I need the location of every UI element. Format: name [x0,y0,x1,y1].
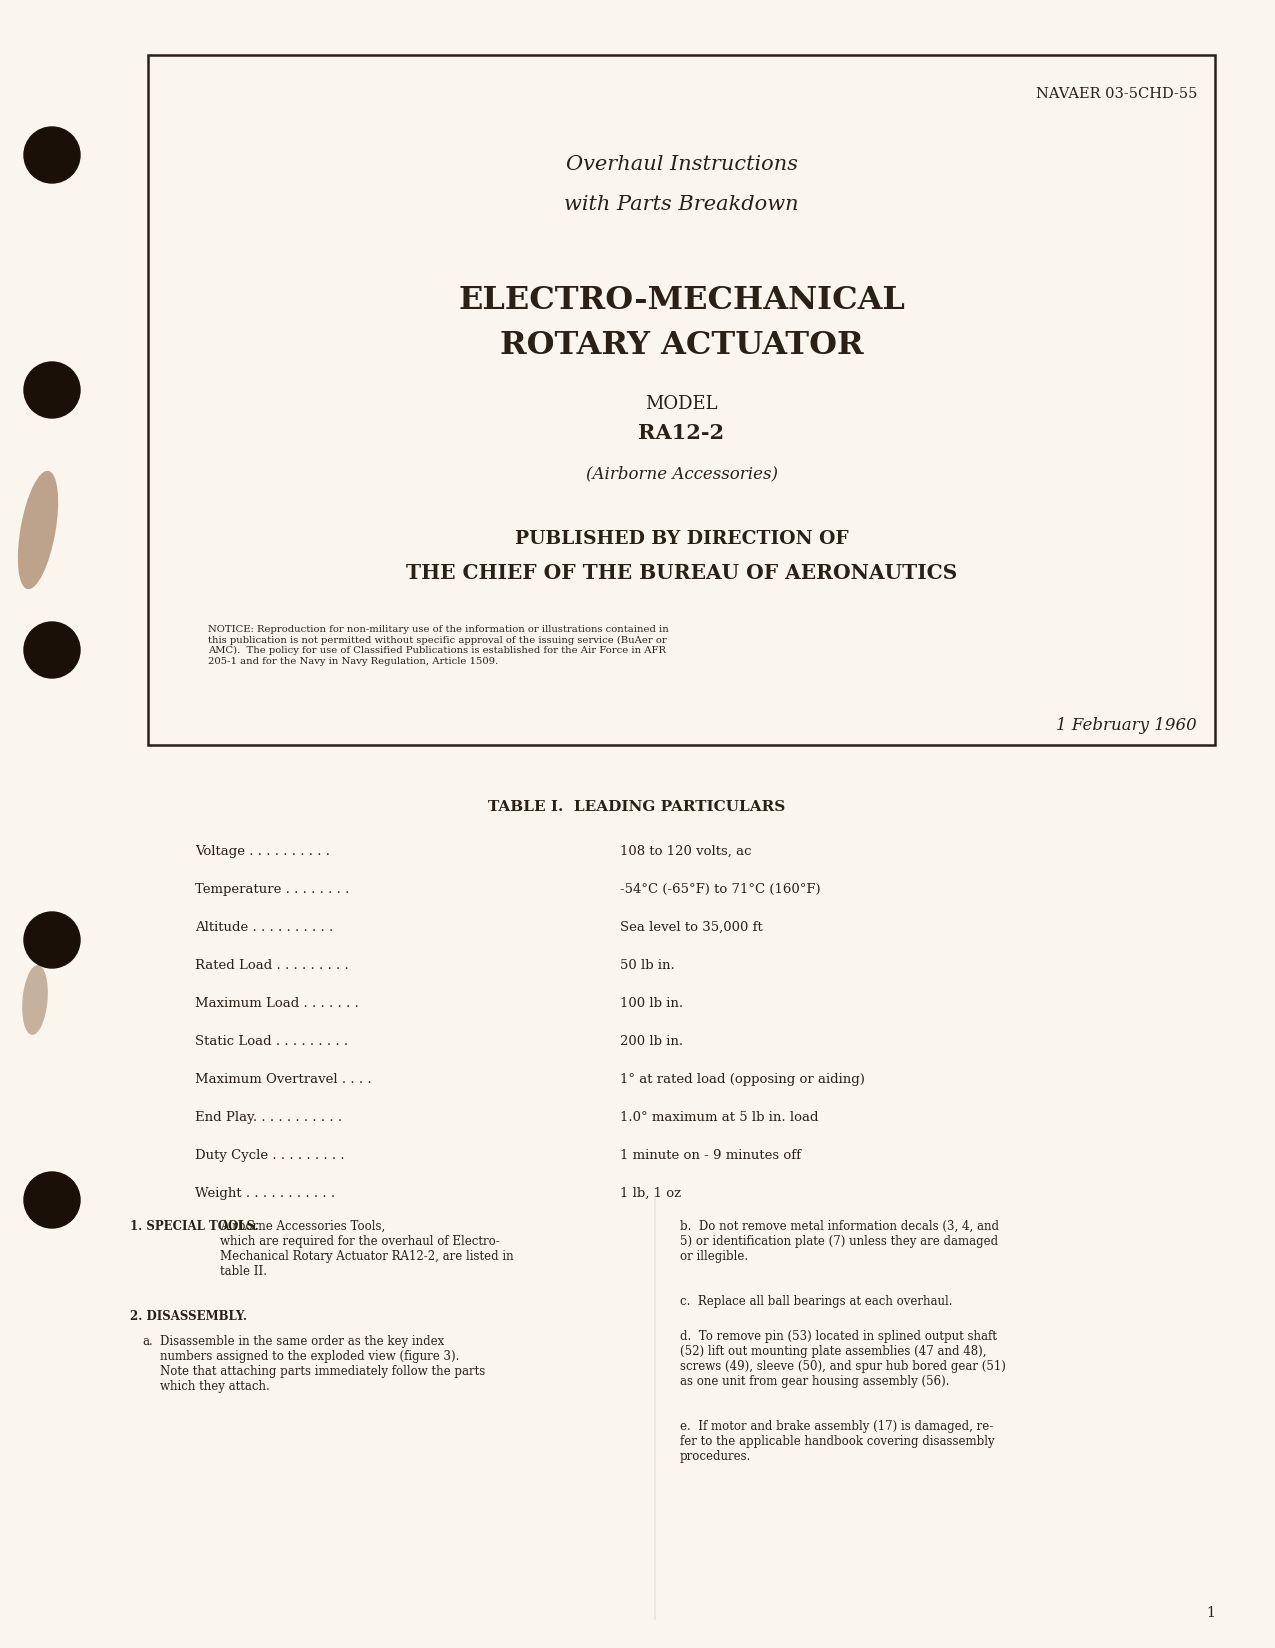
Text: 108 to 120 volts, ac: 108 to 120 volts, ac [620,845,751,859]
Text: Rated Load . . . . . . . . .: Rated Load . . . . . . . . . [195,959,349,972]
Text: 1. SPECIAL TOOLS.: 1. SPECIAL TOOLS. [130,1220,259,1233]
Text: MODEL: MODEL [645,396,718,414]
Text: Overhaul Instructions: Overhaul Instructions [566,155,797,175]
Text: 1: 1 [1206,1607,1215,1620]
Text: 50 lb in.: 50 lb in. [620,959,674,972]
Text: b.  Do not remove metal information decals (3, 4, and
5) or identification plate: b. Do not remove metal information decal… [680,1220,1000,1262]
Text: -54°C (-65°F) to 71°C (160°F): -54°C (-65°F) to 71°C (160°F) [620,883,821,897]
Text: c.  Replace all ball bearings at each overhaul.: c. Replace all ball bearings at each ove… [680,1295,952,1309]
Text: Static Load . . . . . . . . .: Static Load . . . . . . . . . [195,1035,348,1048]
Text: 200 lb in.: 200 lb in. [620,1035,683,1048]
Text: Altitude . . . . . . . . . .: Altitude . . . . . . . . . . [195,921,333,934]
Text: ROTARY ACTUATOR: ROTARY ACTUATOR [500,330,863,361]
Text: Weight . . . . . . . . . . .: Weight . . . . . . . . . . . [195,1187,335,1200]
Text: a.: a. [142,1335,153,1348]
Text: RA12-2: RA12-2 [639,424,724,443]
Ellipse shape [22,966,48,1035]
Text: 1° at rated load (opposing or aiding): 1° at rated load (opposing or aiding) [620,1073,864,1086]
Text: 1 minute on - 9 minutes off: 1 minute on - 9 minutes off [620,1149,801,1162]
Text: 1 February 1960: 1 February 1960 [1056,717,1197,733]
Text: 100 lb in.: 100 lb in. [620,997,683,1010]
Text: Disassemble in the same order as the key index
numbers assigned to the exploded : Disassemble in the same order as the key… [159,1335,486,1393]
Text: Maximum Load . . . . . . .: Maximum Load . . . . . . . [195,997,358,1010]
Text: Temperature . . . . . . . .: Temperature . . . . . . . . [195,883,349,897]
Text: with Parts Breakdown: with Parts Breakdown [564,194,799,214]
Bar [148,54,1215,745]
Ellipse shape [18,471,59,590]
Text: d.  To remove pin (53) located in splined output shaft
(52) lift out mounting pl: d. To remove pin (53) located in splined… [680,1330,1006,1388]
Circle shape [24,911,80,967]
Text: 2. DISASSEMBLY.: 2. DISASSEMBLY. [130,1310,247,1323]
Circle shape [24,621,80,677]
Circle shape [24,363,80,419]
Text: PUBLISHED BY DIRECTION OF: PUBLISHED BY DIRECTION OF [515,531,848,549]
Text: 1 lb, 1 oz: 1 lb, 1 oz [620,1187,681,1200]
Text: 1.0° maximum at 5 lb in. load: 1.0° maximum at 5 lb in. load [620,1111,819,1124]
Text: Voltage . . . . . . . . . .: Voltage . . . . . . . . . . [195,845,330,859]
Text: NOTICE: Reproduction for non-military use of the information or illustrations co: NOTICE: Reproduction for non-military us… [208,625,669,666]
Text: Duty Cycle . . . . . . . . .: Duty Cycle . . . . . . . . . [195,1149,344,1162]
Circle shape [24,127,80,183]
Text: THE CHIEF OF THE BUREAU OF AERONAUTICS: THE CHIEF OF THE BUREAU OF AERONAUTICS [405,564,958,583]
Text: Airborne Accessories Tools,
which are required for the overhaul of Electro-
Mech: Airborne Accessories Tools, which are re… [221,1220,514,1277]
Text: TABLE I.  LEADING PARTICULARS: TABLE I. LEADING PARTICULARS [488,799,785,814]
Text: NAVAER 03-5CHD-55: NAVAER 03-5CHD-55 [1035,87,1197,101]
Text: (Airborne Accessories): (Airborne Accessories) [585,465,778,481]
Text: ELECTRO-MECHANICAL: ELECTRO-MECHANICAL [458,285,905,316]
Text: End Play. . . . . . . . . . .: End Play. . . . . . . . . . . [195,1111,342,1124]
Circle shape [24,1172,80,1228]
Text: Maximum Overtravel . . . .: Maximum Overtravel . . . . [195,1073,371,1086]
Text: e.  If motor and brake assembly (17) is damaged, re-
fer to the applicable handb: e. If motor and brake assembly (17) is d… [680,1421,994,1463]
Text: Sea level to 35,000 ft: Sea level to 35,000 ft [620,921,762,934]
